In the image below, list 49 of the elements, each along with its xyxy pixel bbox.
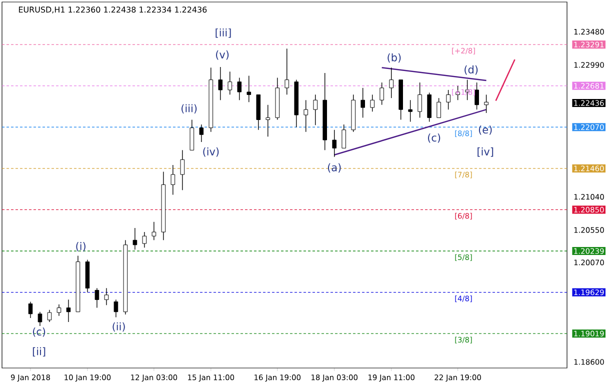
candlestick <box>152 222 156 240</box>
annotation: (c) <box>428 133 440 143</box>
candlestick <box>266 104 270 137</box>
candlestick <box>180 150 185 190</box>
annotation: (iv) <box>203 147 219 157</box>
annotation: [iv] <box>478 147 494 157</box>
annotation: [ii] <box>32 347 46 357</box>
candlestick <box>332 130 337 158</box>
candlestick <box>170 164 176 196</box>
annotation: (v) <box>216 50 229 60</box>
annotation: (d) <box>464 65 478 75</box>
candlestick <box>142 232 147 248</box>
candlestick <box>246 75 252 102</box>
candlestick <box>56 304 62 316</box>
candlestick <box>427 92 432 122</box>
candlestick <box>94 288 100 308</box>
annotation: (a) <box>328 163 341 173</box>
candlestick <box>114 299 118 318</box>
candlestick <box>342 124 346 148</box>
candlestick <box>370 94 374 112</box>
candlestick <box>28 301 33 318</box>
annotation: (e) <box>478 125 492 135</box>
annotation: (ii) <box>112 322 125 332</box>
candlestick <box>304 100 308 132</box>
candlestick <box>199 124 204 142</box>
candlestick <box>132 228 138 250</box>
candlestick <box>484 94 488 114</box>
candlestick <box>228 71 232 96</box>
candlestick <box>190 119 194 151</box>
candlestick <box>47 309 52 322</box>
candlestick <box>474 82 479 110</box>
candlestick <box>104 288 109 306</box>
candlestick <box>218 66 223 100</box>
candlestick <box>389 67 394 98</box>
candlestick <box>237 77 242 100</box>
candlestick <box>38 312 42 326</box>
candlestick <box>284 48 290 96</box>
candlestick <box>360 88 365 118</box>
candlestick <box>436 98 441 118</box>
candlestick <box>408 100 412 122</box>
annotation: (b) <box>388 53 401 63</box>
annotation: (i) <box>76 242 86 252</box>
candlestick <box>418 82 422 118</box>
candlestick <box>380 82 384 106</box>
annotation: (iii) <box>182 104 197 114</box>
annotation: [iii] <box>216 28 231 38</box>
candlestick <box>66 299 71 322</box>
candlestick <box>446 90 450 110</box>
candlestick <box>313 94 318 126</box>
